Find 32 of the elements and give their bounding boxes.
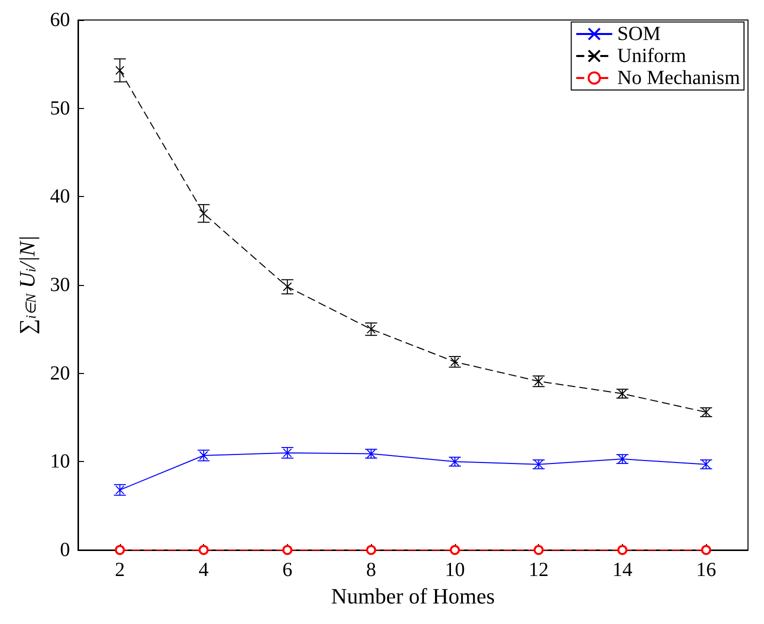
y-tick-label: 60 <box>50 9 70 31</box>
x-tick-label: 2 <box>114 559 125 581</box>
x-axis-title: Number of Homes <box>331 583 495 608</box>
x-tick-label: 14 <box>612 559 632 581</box>
x-tick-label: 10 <box>444 559 465 581</box>
y-tick-label: 20 <box>50 362 70 384</box>
y-tick-label: 0 <box>60 539 70 561</box>
point <box>198 545 209 555</box>
legend-label: Uniform <box>617 45 687 67</box>
x-tick-label: 4 <box>198 559 209 581</box>
y-tick-label: 10 <box>50 450 70 473</box>
point <box>450 545 460 555</box>
y-tick-label: 50 <box>50 97 70 120</box>
x-tick-label: 8 <box>366 559 376 581</box>
point <box>199 208 208 218</box>
point <box>114 545 125 555</box>
x-tick-label: 6 <box>282 559 292 581</box>
legend-label: No Mechanism <box>617 67 740 89</box>
y-tick-label: 30 <box>50 274 70 296</box>
point <box>282 545 292 555</box>
point <box>701 545 712 555</box>
x-tick-label: 12 <box>528 559 549 581</box>
x-tick-label: 16 <box>696 559 716 581</box>
point <box>534 545 544 555</box>
y-axis-title: ∑i∈N Ui/|N| <box>14 235 40 335</box>
point <box>366 545 376 555</box>
legend-label: SOM <box>617 23 661 45</box>
point <box>366 324 376 334</box>
point <box>282 282 292 292</box>
y-tick-label: 40 <box>50 186 70 208</box>
point <box>115 66 124 75</box>
point <box>617 545 628 555</box>
